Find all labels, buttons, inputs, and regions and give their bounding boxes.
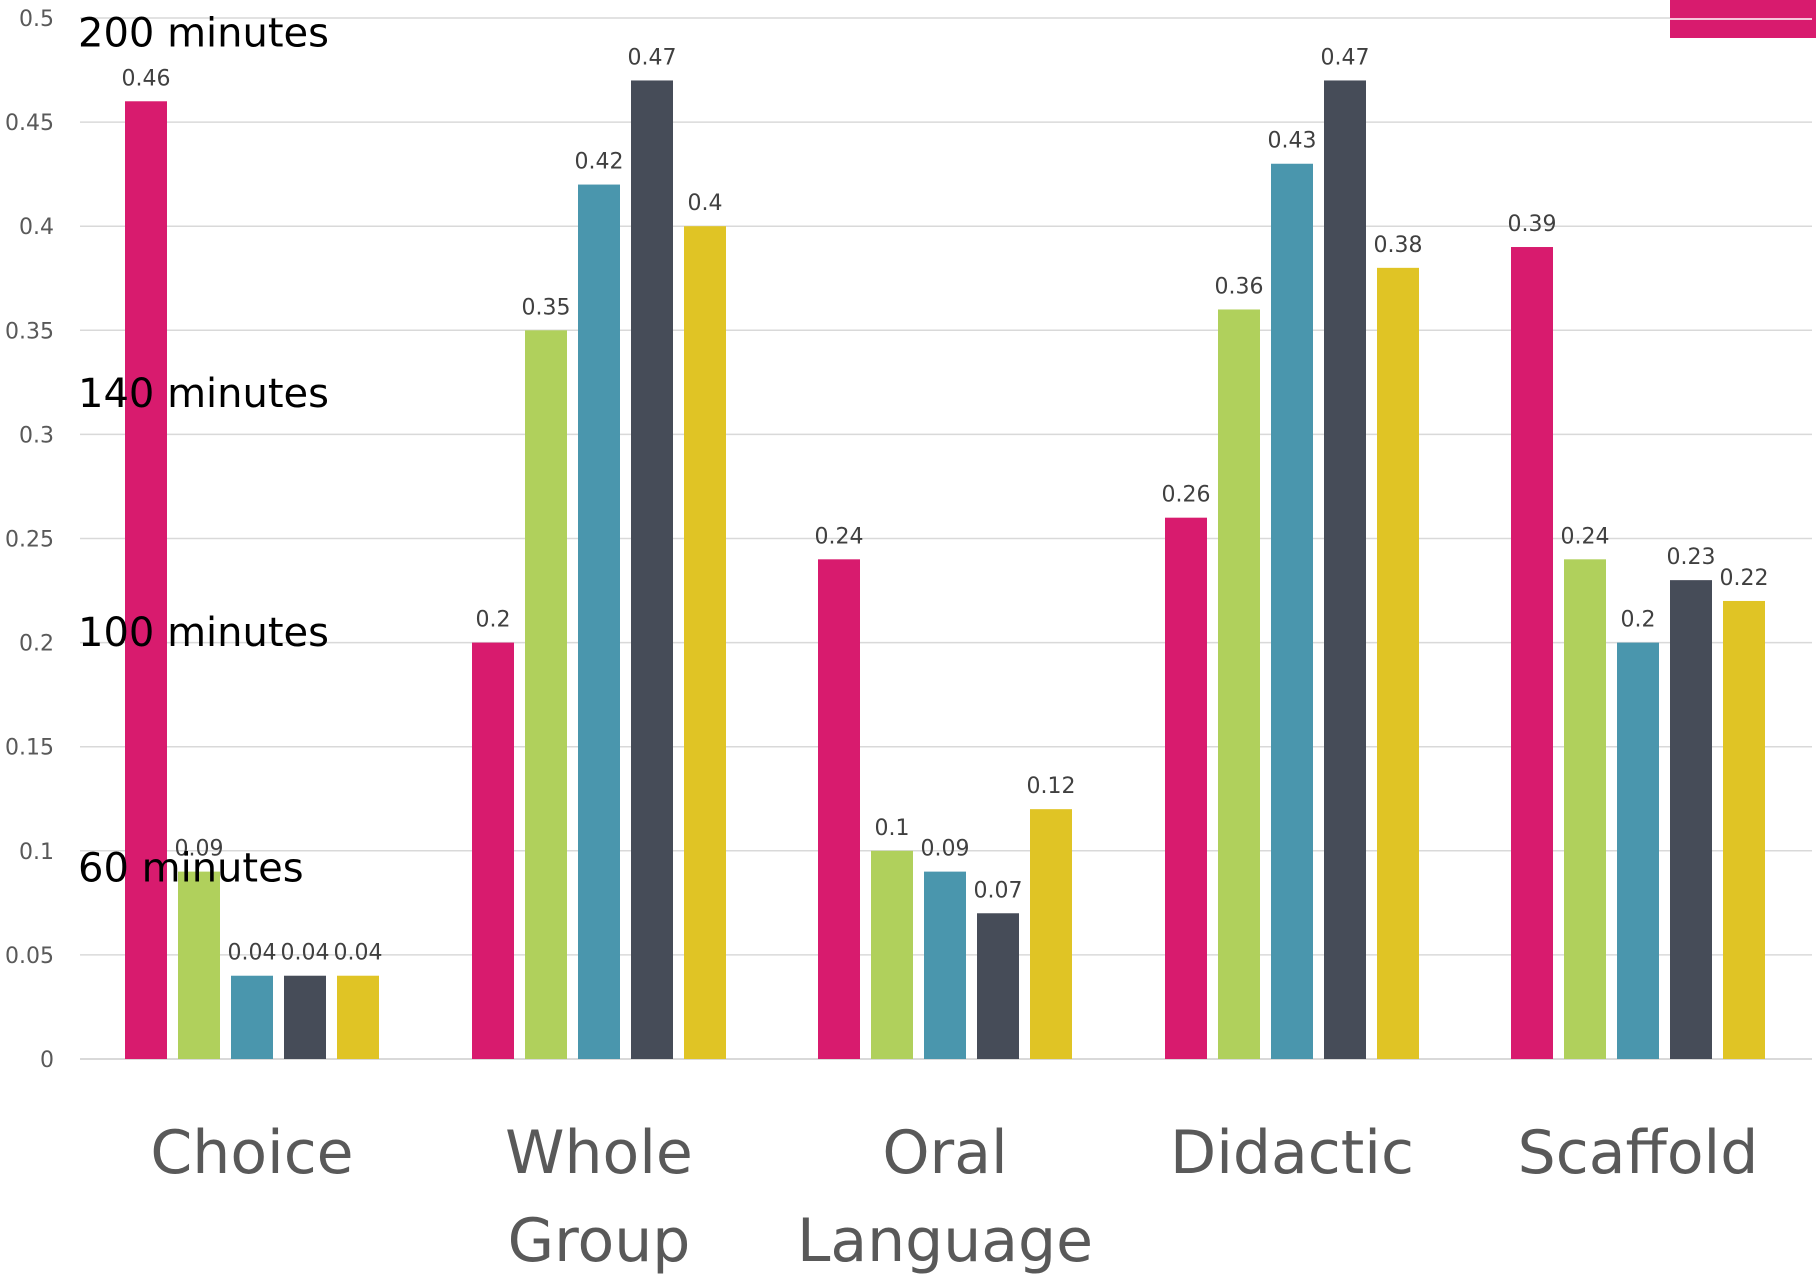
data-label: 0.43 [1268, 129, 1317, 154]
y-tick-label: 0.05 [5, 944, 54, 969]
y-tick-label: 0.5 [19, 7, 54, 32]
data-label: 0.09 [921, 837, 970, 862]
bar [1324, 80, 1366, 1059]
bars [125, 80, 1765, 1060]
data-label: 0.42 [575, 150, 624, 175]
data-label: 0.2 [476, 608, 511, 633]
bar [337, 975, 379, 1059]
bar [1218, 309, 1260, 1060]
gridlines [80, 17, 1812, 1060]
category-label-line: Didactic [1170, 1118, 1414, 1188]
data-label: 0.22 [1720, 566, 1769, 591]
category-label: Scaffold [1518, 1118, 1759, 1188]
data-label: 0.4 [688, 191, 723, 216]
bar [1271, 163, 1313, 1060]
annotations: 200 minutes 140 minutes 100 minutes 60 minu… [78, 11, 329, 892]
data-label: 0.38 [1374, 233, 1423, 258]
bar [1165, 517, 1207, 1059]
data-label: 0.24 [1561, 524, 1610, 549]
bar [472, 642, 514, 1059]
y-tick-label: 0 [40, 1048, 54, 1073]
bar [125, 101, 167, 1059]
category-label-line: Group [508, 1206, 691, 1274]
data-label: 0.1 [875, 816, 910, 841]
data-label: 0.47 [628, 45, 677, 70]
category-label-line: Oral [882, 1118, 1007, 1188]
category-label-line: Scaffold [1518, 1118, 1759, 1188]
y-tick-label: 0.1 [19, 840, 54, 865]
bar [1617, 642, 1659, 1059]
data-label: 0.35 [522, 295, 571, 320]
data-labels: 0.46 0.2 0.24 0.26 0.39 0.09 0.35 0.1 0.36 0.24 0.… [122, 45, 1769, 965]
annotation-label: 60 minutes [78, 845, 304, 891]
bar [284, 975, 326, 1059]
bar [684, 226, 726, 1059]
y-tick-label: 0.35 [5, 319, 54, 344]
bar [231, 975, 273, 1059]
legend [1670, 0, 1816, 38]
data-label: 0.24 [815, 524, 864, 549]
bar [924, 871, 966, 1059]
y-tick-label: 0.3 [19, 423, 54, 448]
data-label: 0.04 [228, 941, 277, 966]
bar [1723, 600, 1765, 1059]
bar [578, 184, 620, 1059]
annotation-label: 100 minutes [78, 610, 329, 656]
annotation-label: 200 minutes [78, 11, 329, 57]
bar [1511, 247, 1553, 1059]
y-tick-label: 0.25 [5, 528, 54, 553]
category-label-line: Language [797, 1206, 1093, 1274]
y-tick-label: 0.2 [19, 632, 54, 657]
data-label: 0.46 [122, 66, 171, 91]
y-tick-label: 0.15 [5, 736, 54, 761]
data-label: 0.07 [974, 878, 1023, 903]
annotation-label: 140 minutes [78, 371, 329, 417]
category-label: Choice [150, 1118, 353, 1188]
bar [977, 913, 1019, 1059]
category-label: Didactic [1170, 1118, 1414, 1188]
data-label: 0.12 [1027, 774, 1076, 799]
bar [1377, 267, 1419, 1060]
data-label: 0.2 [1621, 608, 1656, 633]
y-axis-tick-labels: 0 0.05 0.1 0.15 0.2 0.25 0.3 0.35 0.4 0.45 0.5 [5, 7, 54, 1073]
data-label: 0.47 [1321, 45, 1370, 70]
category-label-line: Whole [505, 1118, 693, 1188]
data-label: 0.23 [1667, 545, 1716, 570]
bar [631, 80, 673, 1059]
category-label-line: Choice [150, 1118, 353, 1188]
data-label: 0.26 [1162, 483, 1211, 508]
category-labels: Choice Whole Group Oral Language Didactic Scaf… [150, 1118, 1758, 1274]
y-tick-label: 0.4 [19, 215, 54, 240]
bar [525, 330, 567, 1059]
data-label: 0.36 [1215, 274, 1264, 299]
bar [1564, 559, 1606, 1059]
data-label: 0.04 [281, 941, 330, 966]
data-label: 0.39 [1508, 212, 1557, 237]
bar [178, 871, 220, 1059]
bar [1030, 809, 1072, 1059]
bar [818, 559, 860, 1059]
category-label: Whole Group [505, 1118, 693, 1274]
data-label: 0.04 [334, 941, 383, 966]
bar [1670, 580, 1712, 1059]
y-tick-label: 0.45 [5, 111, 54, 136]
category-label: Oral Language [797, 1118, 1093, 1274]
bar [871, 850, 913, 1059]
data-label: 0.09 [175, 837, 224, 862]
